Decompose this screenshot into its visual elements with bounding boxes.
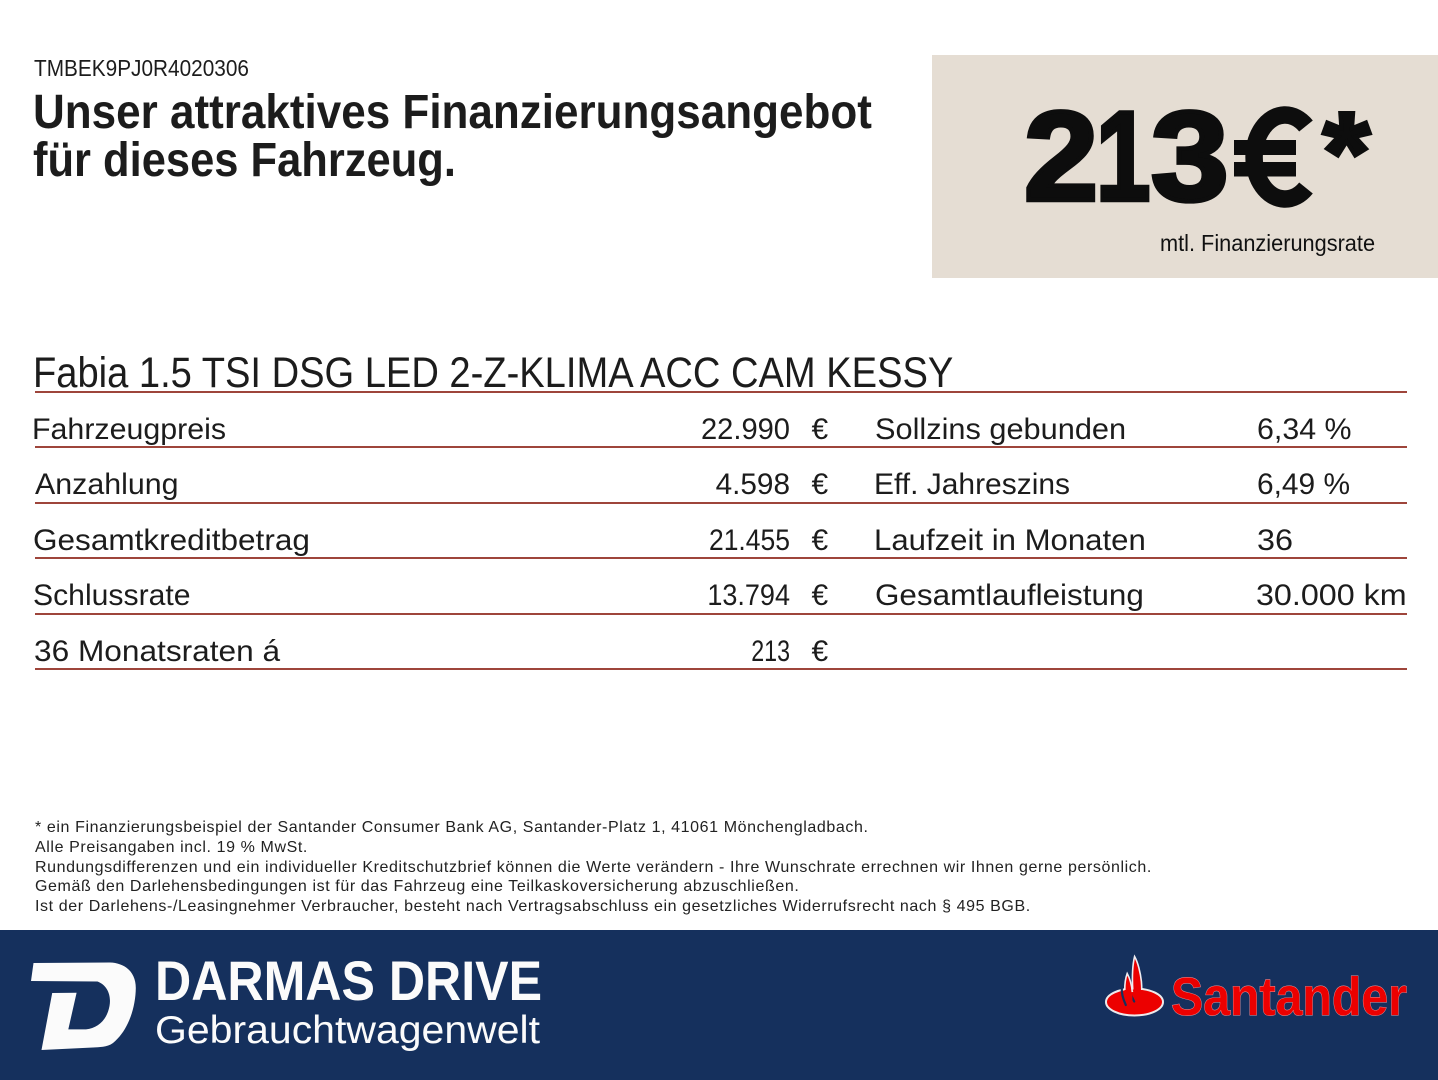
svg-text:DARMAS DRIVE: DARMAS DRIVE <box>155 949 542 1012</box>
svg-text:Gebrauchtwagenwelt: Gebrauchtwagenwelt <box>155 1009 540 1052</box>
svg-text:Santander: Santander <box>1171 967 1407 1022</box>
